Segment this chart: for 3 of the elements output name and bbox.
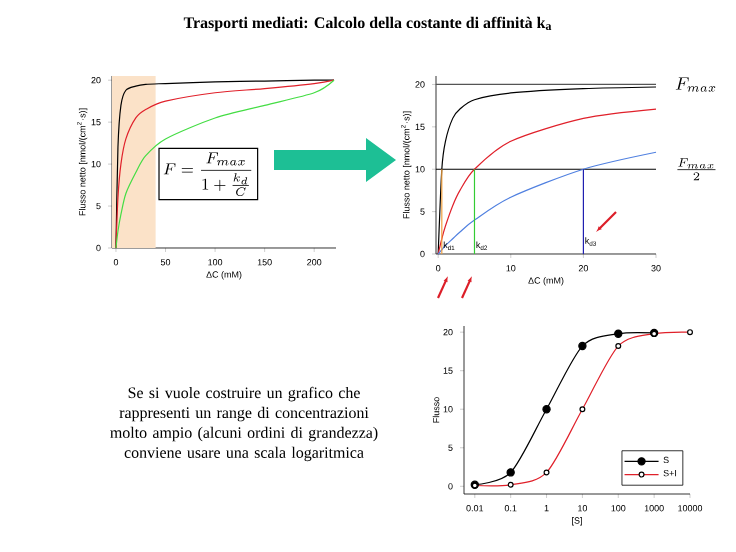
ref-line-label: $F_{max}$ [675,77,716,92]
annotation: $F=\frac{F_{max}}{1+\frac{k_d}{C}}$ [163,152,252,196]
ref-line-label: $\frac{F_{max}}{2}$ [677,158,716,181]
